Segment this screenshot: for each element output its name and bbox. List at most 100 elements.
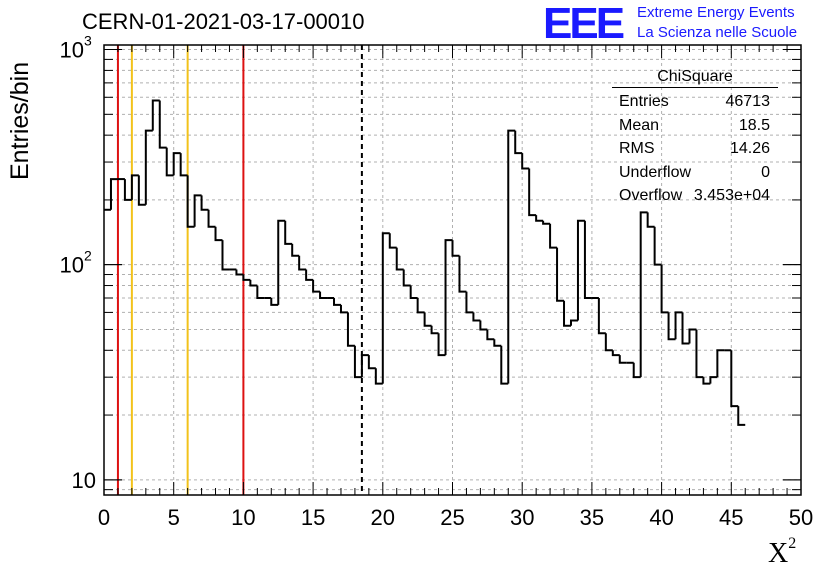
histogram-bin: [702, 377, 711, 385]
histogram-bin: [319, 291, 328, 300]
histogram-bin: [681, 312, 690, 345]
histogram-bin: [172, 152, 181, 176]
chart-title: CERN-01-2021-03-17-00010: [82, 9, 365, 34]
histogram-bin: [597, 298, 606, 335]
histogram-bin: [709, 376, 718, 384]
histogram-bin: [646, 212, 655, 228]
histogram-bin: [514, 130, 523, 155]
histogram-bin: [618, 355, 627, 364]
x-tick-label: 15: [301, 505, 325, 530]
stats-value: 0: [761, 163, 770, 181]
histogram-bin: [130, 174, 139, 200]
histogram-bin: [569, 319, 578, 326]
histogram-bin: [235, 269, 244, 276]
x-axis-label-exponent: 2: [788, 535, 797, 552]
histogram-bin: [556, 247, 565, 302]
histogram-bin: [123, 179, 132, 201]
histogram-bin: [730, 350, 739, 408]
stats-key: Overflow: [619, 187, 683, 204]
histogram-bin: [521, 153, 530, 170]
x-tick-label: 25: [440, 505, 464, 530]
histogram-bin: [109, 178, 118, 210]
histogram-bin: [563, 300, 571, 327]
histogram-bin: [179, 153, 188, 177]
x-tick-label: 50: [789, 505, 813, 530]
histogram-bin: [688, 328, 697, 344]
stats-row-entries: Entries 46713: [612, 90, 778, 114]
y-tick-label: 10: [72, 468, 96, 493]
histogram-bin: [472, 312, 481, 322]
histogram-bin: [479, 320, 488, 331]
histogram-bin: [374, 368, 383, 385]
axis-ticks: [103, 45, 802, 495]
histogram-bin: [284, 220, 293, 245]
y-tick-label-exponent: 2: [84, 248, 92, 264]
histogram-bin: [360, 354, 369, 378]
histogram-bin: [416, 298, 425, 314]
histogram-bin: [256, 285, 265, 300]
histogram-bin: [653, 226, 662, 266]
histogram-bin: [437, 333, 446, 357]
histogram-bin: [549, 223, 558, 249]
histogram-bin: [312, 279, 321, 293]
histogram-bin: [660, 264, 669, 314]
stats-value: 18.5: [738, 116, 770, 134]
histogram-bin: [353, 345, 362, 379]
y-tick-label: 10: [60, 253, 84, 278]
stats-title: ChiSquare: [657, 68, 733, 85]
histogram-bin: [298, 255, 307, 271]
eee-logo: EEE: [543, 0, 625, 48]
histogram-bin: [430, 325, 439, 335]
x-axis-label: X2: [768, 535, 796, 570]
x-tick-label: 20: [371, 505, 395, 530]
histogram-bin: [465, 291, 474, 314]
stats-key: RMS: [619, 140, 655, 157]
histogram-bin: [305, 269, 314, 281]
histogram-bin: [395, 247, 404, 271]
histogram-bin: [242, 274, 251, 281]
histogram-bin: [151, 99, 160, 131]
histogram-bin: [632, 362, 641, 379]
y-tick-label-exponent: 3: [84, 33, 92, 49]
stats-row-rms: RMS 14.26: [612, 137, 778, 161]
histogram-bin: [716, 349, 725, 378]
histogram-bin: [444, 239, 453, 356]
histogram-series: [104, 99, 746, 426]
stats-box: ChiSquare Entries 46713 Mean 18.5 RMS 14…: [612, 67, 778, 208]
x-tick-label: 45: [719, 505, 743, 530]
histogram-bin: [737, 406, 746, 426]
histogram-bin: [674, 311, 683, 340]
logo-line-1: Extreme Energy Events: [637, 4, 795, 21]
histogram-bin: [193, 194, 202, 227]
histogram-bin: [207, 209, 216, 228]
histogram-bin: [381, 232, 390, 384]
histogram-bin: [458, 255, 467, 293]
stats-value: 3.453e+04: [693, 187, 770, 204]
histogram-bin: [493, 339, 502, 347]
histogram-bin: [535, 215, 544, 222]
histogram-bin: [367, 355, 376, 370]
marker-lines: [116, 45, 363, 495]
histogram-bin: [339, 304, 348, 314]
histogram-bin: [500, 345, 509, 385]
histogram-bin: [604, 333, 613, 352]
y-tick-label: 10: [60, 38, 84, 63]
x-tick-label: 0: [98, 505, 110, 530]
histogram-bin: [695, 329, 704, 379]
histogram-bin: [144, 129, 153, 205]
histogram-bin: [402, 269, 411, 287]
histogram-bin: [423, 312, 432, 327]
x-tick-label: 10: [231, 505, 255, 530]
stats-value: 46713: [725, 93, 771, 110]
histogram-bin: [137, 175, 146, 206]
x-tick-label: 40: [649, 505, 673, 530]
stats-row-underflow: Underflow 0: [612, 161, 778, 185]
histogram-bin: [291, 243, 300, 257]
histogram-bin: [158, 100, 167, 149]
histogram-bin: [639, 211, 648, 378]
logo-line-2: La Scienza nelle Scuole: [637, 24, 798, 41]
histogram-bin: [186, 175, 195, 228]
stats-row-overflow: Overflow 3.453e+04: [612, 184, 778, 208]
